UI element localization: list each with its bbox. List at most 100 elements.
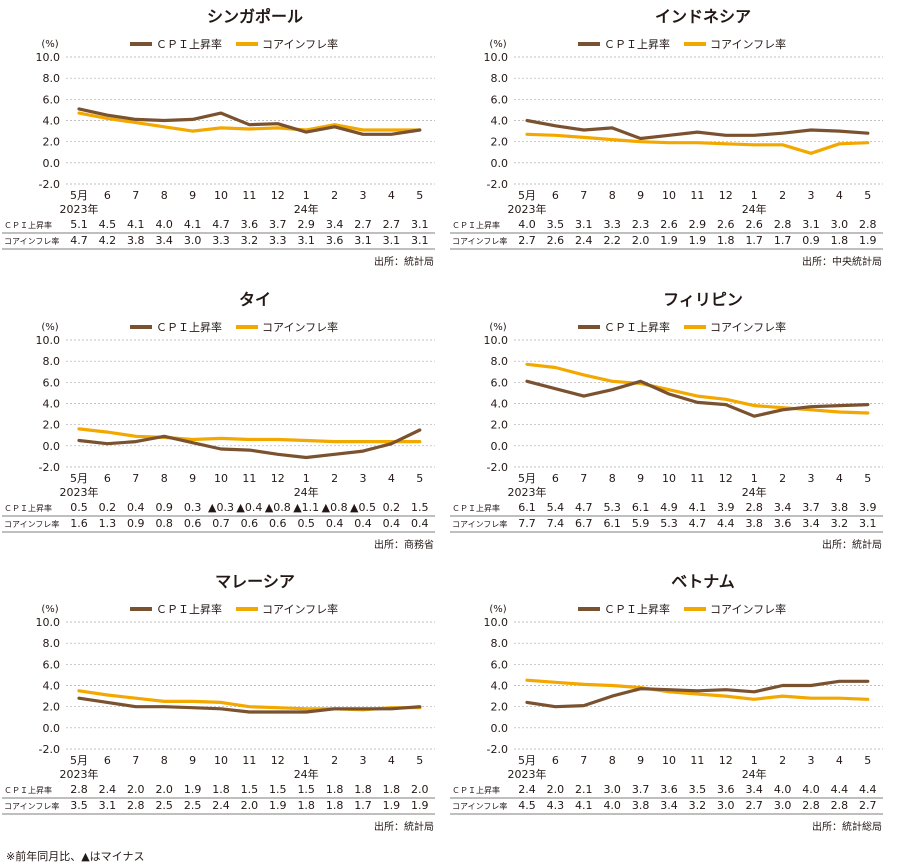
table-cell-cpi: 4.0 (518, 218, 536, 231)
table-row-label-core: コアインフレ率 (452, 519, 507, 529)
table-cell-core: 7.7 (518, 517, 536, 530)
table-cell-core: 5.9 (632, 517, 650, 530)
table-cell-cpi: 2.6 (660, 218, 678, 231)
table-cell-cpi: 0.3 (184, 501, 202, 514)
table-cell-core: 1.7 (745, 234, 763, 247)
table-row-label-cpi: ＣＰＩ上昇率 (4, 220, 52, 230)
series-core-line (77, 111, 422, 133)
table-cell-core: 1.8 (831, 234, 849, 247)
table-cell-cpi: 3.4 (774, 501, 792, 514)
table-cell-core: 2.4 (212, 799, 230, 812)
y-tick-label: 4.0 (491, 398, 509, 411)
source-label: 出所：統計局 (374, 255, 434, 268)
series-cpi-line (77, 428, 422, 460)
table-cell-cpi: 3.4 (326, 218, 344, 231)
source-label: 出所：中央統計局 (802, 255, 882, 268)
y-tick-label: 8.0 (43, 637, 61, 650)
table-cell-core: 0.6 (269, 517, 287, 530)
table-cell-cpi: 4.5 (99, 218, 117, 231)
table-cell-core: 0.7 (212, 517, 230, 530)
y-tick-label: -2.0 (487, 743, 508, 756)
x-tick-label: 6 (104, 472, 111, 485)
x-tick-label: 5 (864, 189, 871, 202)
table-cell-core: 2.0 (632, 234, 650, 247)
y-unit-label: (%) (489, 604, 506, 615)
table-cell-core: 0.9 (127, 517, 145, 530)
table-row-label-cpi: ＣＰＩ上昇率 (452, 503, 500, 513)
year-label-2023: 2023年 (60, 485, 99, 499)
table-cell-core: 1.9 (689, 234, 707, 247)
table-row-label-core: コアインフレ率 (452, 801, 507, 811)
x-tick-label: 3 (808, 754, 815, 767)
y-tick-label: 8.0 (491, 72, 509, 85)
table-cell-cpi: 3.0 (831, 218, 849, 231)
table-cell-cpi: 4.7 (575, 501, 593, 514)
table-cell-cpi: ▲0.4 (236, 501, 262, 514)
table-cell-cpi: 1.5 (411, 501, 429, 514)
y-tick-label: 8.0 (491, 355, 509, 368)
legend-cpi-label: ＣＰＩ上昇率 (604, 320, 670, 334)
x-tick-label: 6 (104, 189, 111, 202)
x-tick-label: 2 (779, 472, 786, 485)
table-cell-cpi: 3.8 (831, 501, 849, 514)
y-tick-label: 6.0 (491, 658, 509, 671)
table-cell-core: 4.1 (575, 799, 593, 812)
y-tick-label: 0.0 (491, 157, 509, 170)
table-cell-core: 2.7 (859, 799, 877, 812)
table-cell-cpi: 4.4 (831, 783, 849, 796)
x-tick-label: 12 (271, 189, 285, 202)
y-tick-label: 2.0 (491, 701, 509, 714)
table-cell-core: 5.3 (660, 517, 678, 530)
table-cell-cpi: 1.9 (184, 783, 202, 796)
legend-cpi-label: ＣＰＩ上昇率 (156, 37, 222, 51)
table-cell-core: 3.4 (660, 799, 678, 812)
series-core-line (525, 678, 870, 701)
table-cell-cpi: 2.4 (99, 783, 117, 796)
footnote: ※前年同月比、▲はマイナス (6, 850, 145, 863)
y-tick-label: 10.0 (36, 616, 61, 629)
table-cell-cpi: 1.5 (297, 783, 315, 796)
x-tick-label: 1 (751, 754, 758, 767)
table-cell-cpi: 3.3 (603, 218, 621, 231)
table-cell-core: 3.1 (383, 234, 401, 247)
x-tick-label: 8 (609, 472, 616, 485)
x-tick-label: 7 (580, 472, 587, 485)
table-cell-cpi: 2.1 (575, 783, 593, 796)
table-cell-cpi: 3.4 (745, 783, 763, 796)
y-tick-label: 2.0 (491, 419, 509, 432)
y-unit-label: (%) (41, 604, 58, 615)
source-label: 出所：統計総局 (812, 820, 882, 833)
y-tick-label: 10.0 (484, 334, 509, 347)
y-unit-label: (%) (41, 322, 58, 333)
table-cell-cpi: 3.6 (241, 218, 259, 231)
table-cell-core: 4.0 (603, 799, 621, 812)
y-tick-label: -2.0 (487, 461, 508, 474)
chart-panel-6: ベトナム(%) ＣＰＩ上昇率 コアインフレ率10.08.06.04.02.00.0-… (450, 572, 883, 833)
x-tick-label: 2 (779, 189, 786, 202)
x-tick-label: 3 (808, 472, 815, 485)
table-cell-core: 3.3 (269, 234, 287, 247)
table-cell-core: 3.0 (184, 234, 202, 247)
series-cpi-line (525, 679, 870, 709)
x-tick-label: 4 (836, 472, 843, 485)
y-tick-label: -2.0 (39, 743, 60, 756)
x-tick-label: 3 (360, 189, 367, 202)
table-cell-cpi: 1.8 (383, 783, 401, 796)
table-cell-cpi: 0.5 (70, 501, 88, 514)
x-tick-label: 6 (552, 472, 559, 485)
table-row-label-cpi: ＣＰＩ上昇率 (4, 503, 52, 513)
table-cell-core: 3.6 (326, 234, 344, 247)
table-cell-core: 1.9 (411, 799, 429, 812)
table-cell-cpi: 2.6 (717, 218, 735, 231)
x-tick-label: 10 (662, 754, 676, 767)
table-cell-core: 0.6 (241, 517, 259, 530)
table-cell-core: 1.9 (269, 799, 287, 812)
x-tick-label: 9 (637, 189, 644, 202)
table-cell-cpi: 3.5 (689, 783, 707, 796)
table-cell-cpi: 2.4 (518, 783, 536, 796)
y-tick-label: -2.0 (39, 461, 60, 474)
x-tick-label: 12 (719, 754, 733, 767)
table-cell-cpi: 3.9 (717, 501, 735, 514)
x-tick-label: 1 (303, 754, 310, 767)
chart-panel-4: フィリピン(%) ＣＰＩ上昇率 コアインフレ率10.08.06.04.02.00.0… (450, 290, 883, 551)
